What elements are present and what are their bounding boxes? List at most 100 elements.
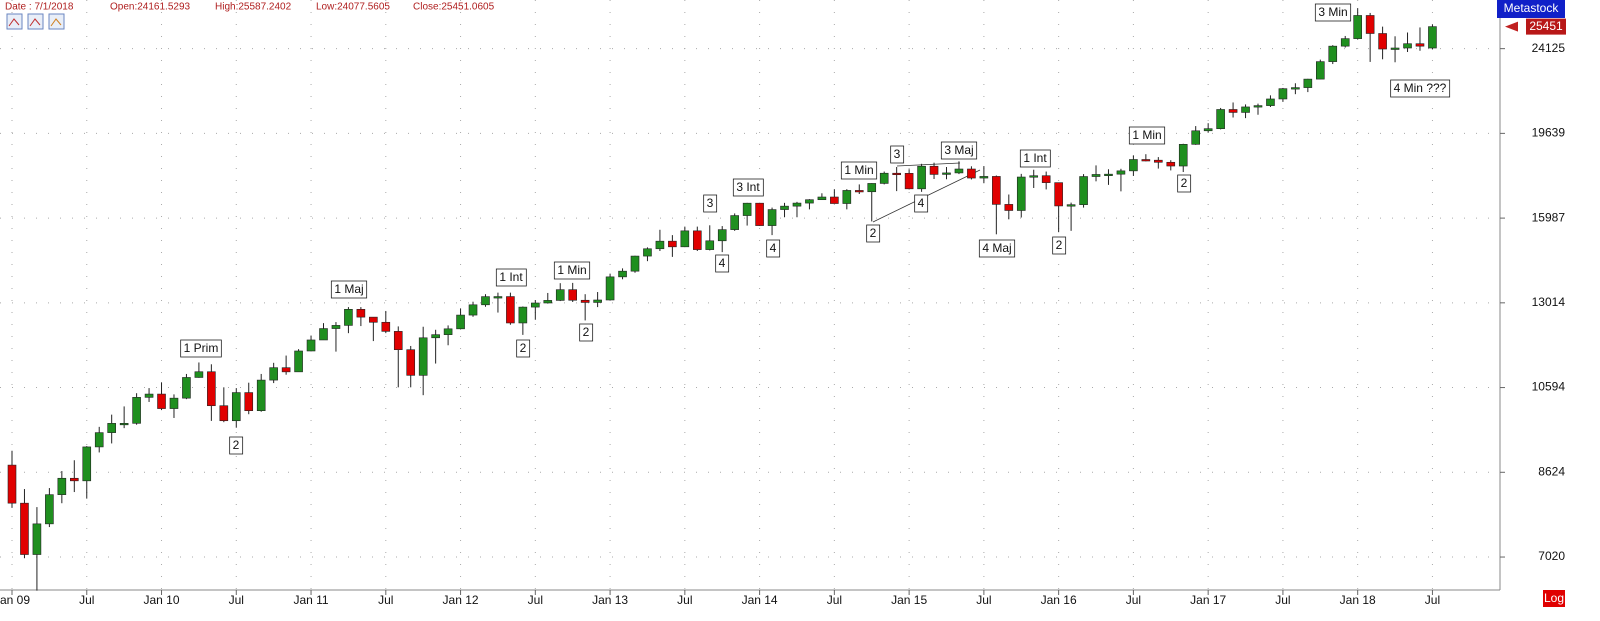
candle-body (1166, 161, 1176, 167)
annotation: 4 (918, 196, 925, 210)
candle-body (580, 299, 590, 303)
candle-body (643, 248, 652, 257)
candle-body (182, 377, 191, 399)
candle-body (493, 296, 503, 299)
annotation: 1 Min (557, 263, 586, 277)
candle-body (555, 289, 565, 301)
candle-body (1066, 204, 1076, 207)
candle-body (57, 477, 67, 495)
candle-body (717, 229, 727, 242)
annotation: 3 Maj (944, 143, 973, 157)
candle-body (1316, 61, 1325, 80)
header-high: High:25587.2402 (215, 2, 292, 13)
icon[interactable] (27, 13, 44, 30)
annotation-box (1390, 79, 1451, 98)
candle-body (705, 240, 715, 250)
candle-body (1278, 88, 1288, 100)
annotation-box (890, 145, 905, 164)
header-open: Open:24161.5293 (110, 2, 191, 13)
x-tick-label: Jan 10 (144, 593, 180, 607)
candle-body (730, 215, 739, 230)
candle-body (1191, 130, 1200, 145)
x-tick-label: Jan 13 (592, 593, 628, 607)
candle-body (219, 405, 229, 422)
candle-body (157, 393, 166, 409)
toolbar-icons[interactable] (6, 13, 65, 30)
annotation-box (330, 280, 368, 299)
last-price-label: 25451 (1529, 19, 1563, 33)
candle-body (107, 423, 116, 433)
icon[interactable] (48, 13, 65, 30)
annotation: 2 (583, 325, 590, 339)
x-tick-label: Jan 17 (1190, 593, 1226, 607)
y-tick-label: 24125 (1532, 41, 1566, 55)
candle-body (1228, 109, 1238, 113)
icon-glyph (50, 18, 62, 27)
candle-body (306, 339, 316, 352)
x-tick-label: Jul (378, 593, 393, 607)
candle-body (842, 190, 852, 204)
header-close: Close:25451.0605 (413, 2, 495, 13)
candle-body (1365, 15, 1375, 34)
log-button-label[interactable]: Log (1544, 591, 1564, 605)
candle-body (917, 165, 926, 190)
candle-body (1016, 176, 1026, 211)
x-tick-label: Jan 11 (293, 593, 328, 607)
annotation: 2 (520, 341, 527, 355)
icon-glyph (8, 18, 20, 27)
annotation: 1 Int (499, 270, 523, 284)
candle-body (1266, 98, 1275, 106)
annotation: 1 Int (1023, 151, 1047, 165)
candle-body (979, 176, 989, 179)
candle-body (518, 306, 528, 324)
candle-body (82, 446, 92, 482)
annotation-box (553, 261, 591, 280)
y-tick-label: 13014 (1532, 295, 1566, 309)
candle-body (1104, 173, 1113, 176)
candle-body (531, 302, 540, 308)
log-button[interactable] (1543, 590, 1565, 607)
candle-body (805, 199, 814, 204)
annotation-box (579, 323, 594, 342)
candle-body (1428, 26, 1437, 49)
annotation-box (732, 178, 764, 197)
candle-body (1079, 176, 1088, 205)
candle-body (593, 299, 602, 303)
y-tick-label: 7020 (1538, 549, 1565, 563)
header-low: Low:24077.5605 (316, 2, 390, 13)
x-tick-label: Jul (1126, 593, 1141, 607)
candle-body (294, 350, 303, 373)
candle-body (132, 397, 141, 424)
candle-body (1378, 33, 1387, 50)
candle-body (1154, 159, 1163, 163)
x-tick-label: Jan 16 (1041, 593, 1077, 607)
x-tick-label: Jan 12 (443, 593, 479, 607)
candle-body (992, 176, 1001, 205)
candle-body (32, 523, 42, 555)
annotation: 4 Maj (982, 241, 1011, 255)
candle-body (680, 230, 690, 248)
candle-body (1340, 38, 1350, 47)
x-tick-label: Jan 15 (891, 593, 927, 607)
candle-body (1141, 159, 1151, 162)
icon-glyph (29, 18, 41, 27)
x-tick-label: Jul (229, 593, 244, 607)
candle-body (406, 349, 416, 376)
annotation-box (1052, 236, 1067, 255)
candle-body (356, 309, 366, 318)
candle-body (543, 300, 553, 304)
annotation: 3 Int (736, 180, 760, 194)
annotation: 4 (719, 256, 726, 270)
annotation: 3 (707, 196, 714, 210)
candle-body (967, 168, 976, 179)
candle-body (1241, 106, 1250, 113)
candle-body (456, 314, 465, 330)
candle-body (207, 371, 216, 407)
candle-body (70, 477, 79, 482)
annotation: 1 Min (1132, 128, 1161, 142)
x-tick-label: Jul (976, 593, 991, 607)
annotation-box (715, 254, 730, 273)
icon[interactable] (6, 13, 23, 30)
candle-body (1029, 175, 1039, 178)
candle-body (929, 165, 939, 175)
